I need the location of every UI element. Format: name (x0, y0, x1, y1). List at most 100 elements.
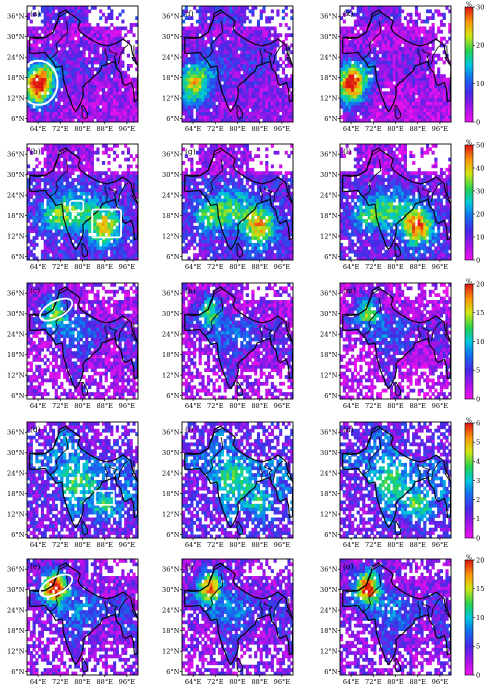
grid-cell (71, 168, 74, 172)
grid-cell (243, 71, 246, 75)
grid-cell (238, 23, 241, 27)
grid-cell (221, 67, 224, 71)
grid-cell (265, 57, 268, 61)
grid-cell (58, 240, 61, 244)
grid-cell (80, 219, 83, 223)
grid-cell (185, 250, 188, 254)
grid-cell (390, 57, 393, 61)
grid-cell (382, 44, 385, 48)
grid-cell (201, 144, 204, 148)
grid-cell (130, 229, 133, 233)
grid-cell (46, 229, 49, 233)
grid-cell (368, 115, 371, 119)
grid-cell (52, 209, 55, 213)
grid-cell (38, 209, 41, 213)
grid-cell (362, 102, 365, 106)
grid-cell (232, 95, 235, 99)
grid-cell (368, 37, 371, 41)
grid-cell (359, 26, 362, 30)
grid-cell (74, 102, 77, 106)
grid-cell (121, 202, 124, 206)
grid-cell (262, 91, 265, 95)
grid-cell (102, 54, 105, 58)
grid-cell (376, 71, 379, 75)
grid-cell (193, 240, 196, 244)
grid-cell (44, 84, 47, 88)
grid-cell (71, 171, 74, 175)
grid-cell (373, 98, 376, 102)
grid-cell (226, 71, 229, 75)
grid-cell (69, 84, 72, 88)
grid-cell (185, 219, 188, 223)
grid-cell (243, 102, 246, 106)
grid-cell (49, 84, 52, 88)
grid-cell (69, 250, 72, 254)
grid-cell (196, 233, 199, 237)
grid-cell (190, 64, 193, 68)
grid-cell (418, 37, 421, 41)
grid-cell (124, 253, 127, 257)
grid-cell (46, 216, 49, 220)
grid-cell (130, 199, 133, 203)
grid-cell (27, 95, 30, 99)
grid-cell (354, 81, 357, 85)
grid-cell (193, 195, 196, 199)
grid-cell (52, 40, 55, 44)
grid-cell (60, 44, 63, 48)
grid-cell (38, 161, 41, 165)
grid-cell (359, 105, 362, 109)
grid-cell (55, 115, 58, 119)
grid-cell (199, 67, 202, 71)
grid-cell (66, 182, 69, 186)
grid-cell (224, 57, 227, 61)
grid-cell (343, 108, 346, 112)
grid-cell (52, 13, 55, 17)
grid-cell (94, 88, 97, 92)
grid-cell (285, 98, 288, 102)
grid-cell (357, 95, 360, 99)
grid-cell (124, 226, 127, 230)
grid-cell (407, 37, 410, 41)
grid-cell (94, 84, 97, 88)
grid-cell (49, 229, 52, 233)
grid-cell (105, 108, 108, 112)
grid-cell (365, 84, 368, 88)
grid-cell (362, 84, 365, 88)
grid-cell (182, 195, 185, 199)
grid-cell (52, 74, 55, 78)
grid-cell (105, 16, 108, 20)
grid-cell (354, 112, 357, 116)
grid-cell (257, 115, 260, 119)
grid-cell (271, 26, 274, 30)
grid-cell (357, 98, 360, 102)
grid-cell (113, 78, 116, 82)
grid-cell (221, 37, 224, 41)
grid-cell (226, 26, 229, 30)
grid-cell (384, 33, 387, 37)
grid-cell (271, 91, 274, 95)
grid-cell (33, 226, 36, 230)
grid-cell (274, 91, 277, 95)
grid-cell (199, 47, 202, 51)
grid-cell (390, 64, 393, 68)
grid-cell (83, 9, 86, 13)
grid-cell (229, 30, 232, 34)
grid-cell (362, 6, 365, 10)
grid-cell (193, 71, 196, 75)
grid-cell (113, 243, 116, 247)
grid-cell (390, 98, 393, 102)
grid-cell (398, 61, 401, 65)
grid-cell (412, 20, 415, 24)
grid-cell (49, 202, 52, 206)
grid-cell (268, 67, 271, 71)
grid-cell (193, 74, 196, 78)
grid-cell (384, 40, 387, 44)
grid-cell (415, 105, 418, 109)
grid-cell (116, 182, 119, 186)
grid-cell (346, 105, 349, 109)
grid-cell (107, 108, 110, 112)
grid-cell (218, 61, 221, 65)
grid-cell (196, 192, 199, 196)
grid-cell (196, 61, 199, 65)
grid-cell (27, 246, 30, 250)
